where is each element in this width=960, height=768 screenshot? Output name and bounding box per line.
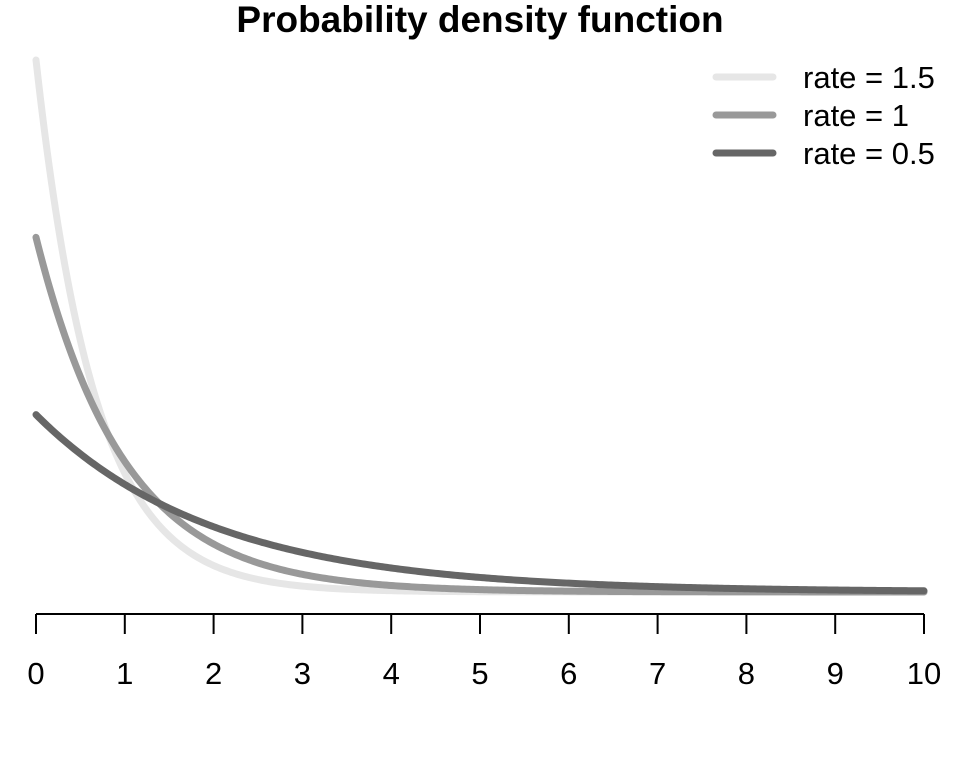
x-tick-label: 8	[738, 656, 755, 691]
legend-label-3: rate = 0.5	[803, 136, 935, 171]
series-line-3	[32, 411, 928, 595]
legend-label-1: rate = 1.5	[803, 60, 935, 95]
x-tick-label: 5	[471, 656, 488, 691]
x-tick-label: 9	[827, 656, 844, 691]
x-tick-label: 2	[205, 656, 222, 691]
chart-title: Probability density function	[236, 0, 724, 40]
x-tick-label: 3	[294, 656, 311, 691]
x-tick-label: 7	[649, 656, 666, 691]
x-tick-label: 6	[560, 656, 577, 691]
x-tick-label: 4	[383, 656, 400, 691]
legend-label-2: rate = 1	[803, 98, 909, 133]
x-axis: 0 1 2 3 4 5 6 7 8 9 10	[27, 613, 941, 691]
series-group	[32, 56, 928, 596]
x-tick-label: 1	[116, 656, 133, 691]
x-tick-label: 0	[27, 656, 44, 691]
x-tick-label: 10	[907, 656, 941, 691]
